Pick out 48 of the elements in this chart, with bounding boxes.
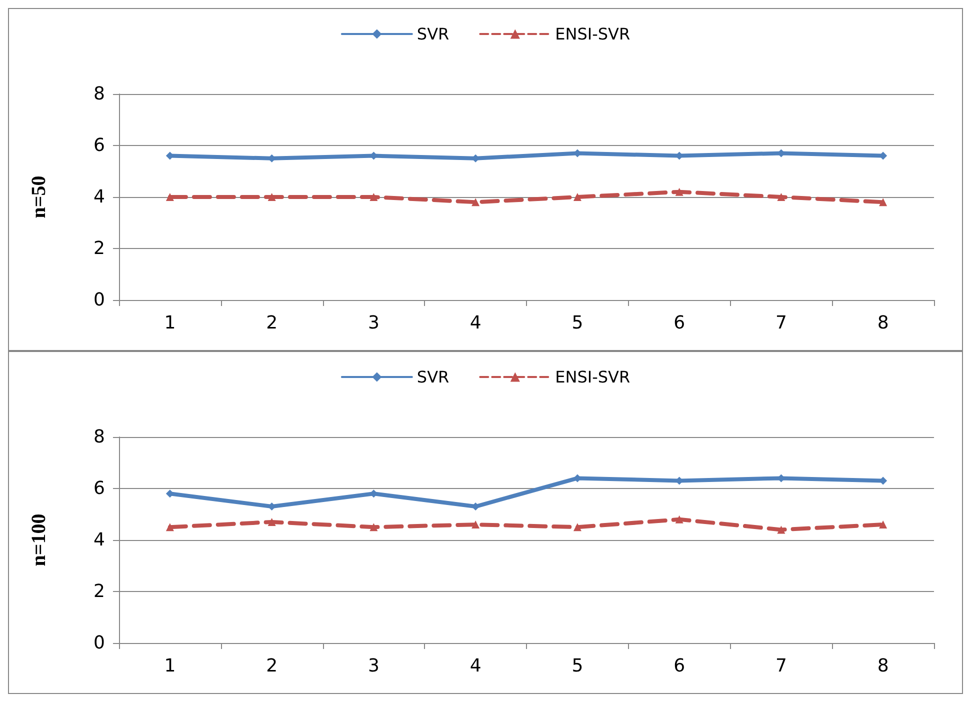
y-tick-label: 6 <box>94 478 105 499</box>
x-tick-label: 8 <box>877 656 889 676</box>
point <box>777 193 786 201</box>
point <box>777 526 786 534</box>
point <box>675 188 684 196</box>
point <box>370 523 378 532</box>
point <box>370 193 378 201</box>
y-tick-label: 4 <box>94 186 105 208</box>
y-tick-label: 2 <box>94 238 105 259</box>
y-tick-label: 0 <box>94 290 105 310</box>
x-tick-label: 1 <box>164 312 176 334</box>
x-tick-label: 5 <box>572 312 584 334</box>
x-tick-label: 3 <box>368 312 380 334</box>
y-axis-title: n=100 <box>28 514 50 566</box>
x-tick-label: 1 <box>164 656 176 676</box>
x-tick-label: 6 <box>674 312 686 334</box>
x-tick-label: 7 <box>775 656 787 676</box>
point <box>879 520 888 529</box>
y-tick-label: 8 <box>94 84 105 104</box>
x-tick-label: 5 <box>572 656 584 676</box>
x-tick-label: 6 <box>674 656 686 676</box>
legend-label: ENSI-SVR <box>555 368 630 386</box>
x-tick-label: 4 <box>470 312 482 334</box>
point <box>166 523 174 532</box>
point <box>268 518 276 526</box>
legend-label: SVR <box>416 368 450 386</box>
legend-label: SVR <box>416 24 450 44</box>
x-tick-label: 3 <box>368 656 380 676</box>
point <box>573 193 582 201</box>
x-tick-label: 8 <box>877 312 889 334</box>
point <box>472 520 480 529</box>
point <box>879 198 888 206</box>
y-tick-label: 6 <box>94 135 105 156</box>
x-tick-label: 2 <box>266 656 278 676</box>
y-tick-label: 0 <box>94 632 105 654</box>
y-tick-label: 8 <box>94 426 105 448</box>
point <box>268 193 276 201</box>
x-tick-label: 7 <box>775 312 787 334</box>
point <box>166 193 174 201</box>
point <box>675 515 684 524</box>
y-tick-label: 2 <box>94 581 105 602</box>
point <box>573 523 582 532</box>
y-tick-label: 4 <box>94 530 105 550</box>
legend-label: ENSI-SVR <box>555 24 630 44</box>
x-tick-label: 4 <box>470 656 482 676</box>
point <box>472 198 480 206</box>
x-tick-label: 2 <box>266 312 278 334</box>
y-axis-title: n=50 <box>28 176 50 218</box>
